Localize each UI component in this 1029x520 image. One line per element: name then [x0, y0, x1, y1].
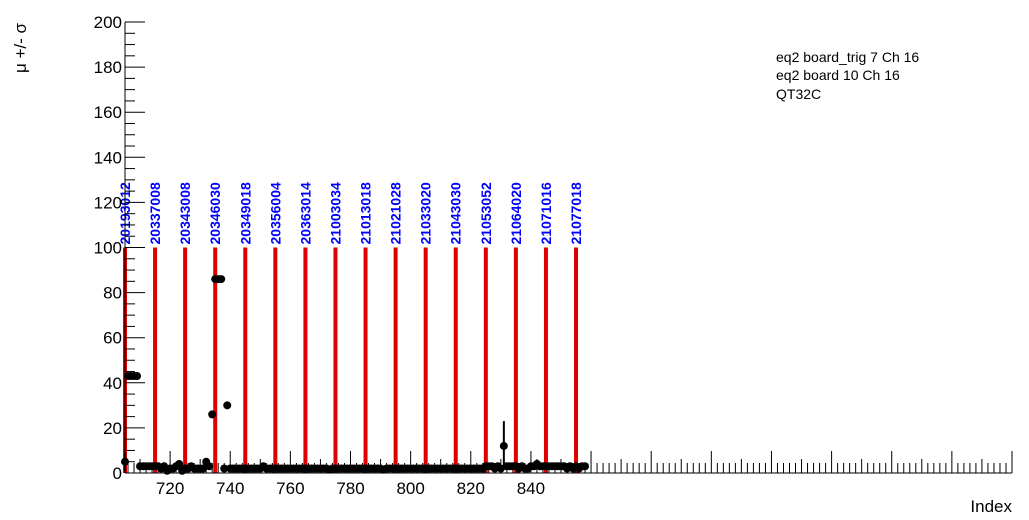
y-tick-label: 100: [94, 239, 122, 258]
run-marker-label: 20363014: [297, 182, 313, 245]
run-marker-label: 20349018: [237, 182, 253, 245]
y-tick-label: 0: [113, 464, 122, 483]
run-marker-label: 21021028: [388, 182, 404, 245]
run-marker-label: 21071016: [538, 182, 554, 245]
axes: 0 20 40 60 80 100 120 140 160 180 200 720 740 760 780 8…: [94, 13, 1013, 498]
run-marker-label: 21064020: [508, 182, 524, 245]
info-line-2: eq2 board 10 Ch 16: [776, 67, 900, 83]
data-point: [205, 462, 214, 471]
y-tick-label: 60: [103, 329, 122, 348]
data-points: [121, 275, 590, 475]
y-tick-label: 120: [94, 193, 122, 212]
run-marker-label: 21033020: [418, 182, 434, 245]
info-line-1: eq2 board_trig 7 Ch 16: [776, 49, 919, 65]
data-point: [208, 410, 217, 419]
x-axis-label: Index: [970, 497, 1012, 516]
x-tick-label: 780: [336, 479, 364, 498]
run-marker-label: 20346030: [207, 182, 223, 245]
info-legend: eq2 board_trig 7 Ch 16 eq2 board 10 Ch 1…: [776, 49, 919, 102]
data-point: [199, 464, 208, 473]
y-tick-label: 40: [103, 374, 122, 393]
run-marker-label: 21053052: [478, 182, 494, 245]
data-point: [217, 275, 226, 284]
y-tick-label: 140: [94, 148, 122, 167]
y-axis-label: μ +/- σ: [11, 22, 30, 73]
data-point: [223, 401, 232, 410]
run-marker-label: 20356004: [267, 182, 283, 245]
y-tick-label: 160: [94, 103, 122, 122]
x-tick-label: 720: [156, 479, 184, 498]
run-marker-label: 20343008: [177, 182, 193, 245]
x-tick-label: 740: [216, 479, 244, 498]
x-tick-label: 800: [396, 479, 424, 498]
info-line-3: QT32C: [776, 86, 821, 102]
run-marker-label: 21013018: [358, 182, 374, 245]
run-marker-label: 20337008: [147, 182, 163, 245]
y-tick-label: 20: [103, 419, 122, 438]
data-point: [499, 441, 508, 450]
x-tick-label: 760: [276, 479, 304, 498]
run-marker-label: 21043030: [448, 182, 464, 245]
x-tick-label: 840: [517, 479, 545, 498]
run-marker-label: 21077018: [568, 182, 584, 245]
data-point: [175, 459, 184, 468]
x-tick-label: 820: [457, 479, 485, 498]
y-tick-label: 200: [94, 13, 122, 32]
data-point: [133, 372, 142, 381]
run-marker-lines: 2019301220337008203430082034603020349018…: [117, 182, 584, 473]
y-tick-label: 80: [103, 284, 122, 303]
run-marker-label: 21003034: [327, 182, 343, 245]
y-tick-label: 180: [94, 58, 122, 77]
